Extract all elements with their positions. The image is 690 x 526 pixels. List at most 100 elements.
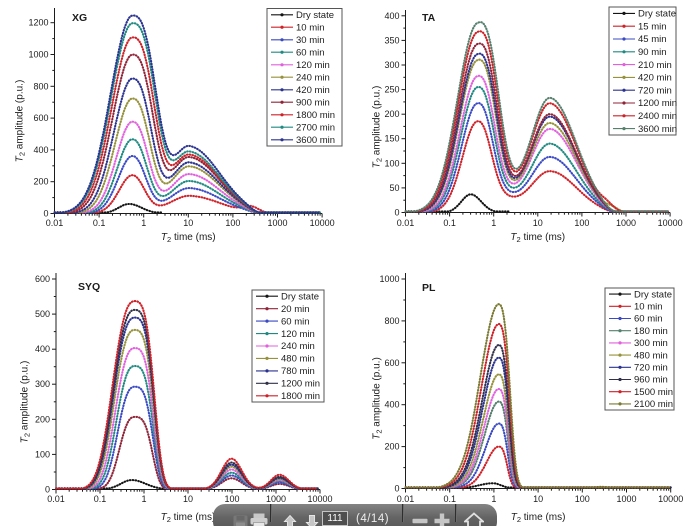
svg-text:1000: 1000 — [616, 218, 636, 228]
svg-text:T2 amplitude (p.u.): T2 amplitude (p.u.) — [372, 357, 384, 440]
svg-text:20 min: 20 min — [281, 304, 310, 315]
svg-text:1200 min: 1200 min — [281, 379, 320, 390]
svg-text:900 min: 900 min — [296, 98, 330, 109]
svg-text:350: 350 — [384, 35, 399, 45]
svg-text:1800 min: 1800 min — [296, 110, 335, 121]
svg-text:200: 200 — [33, 177, 48, 187]
svg-text:210 min: 210 min — [638, 60, 672, 71]
svg-text:960 min: 960 min — [634, 375, 668, 386]
svg-text:XG: XG — [72, 12, 87, 24]
svg-text:180 min: 180 min — [634, 326, 668, 337]
svg-text:10000: 10000 — [310, 218, 335, 228]
svg-text:800: 800 — [33, 81, 48, 91]
svg-text:PL: PL — [422, 282, 436, 294]
svg-text:Dry state: Dry state — [638, 9, 676, 20]
svg-text:T2 amplitude (p.u.): T2 amplitude (p.u.) — [372, 86, 384, 169]
svg-text:T2 time (ms): T2 time (ms) — [161, 512, 216, 524]
svg-text:1800 min: 1800 min — [281, 391, 320, 402]
svg-text:90 min: 90 min — [638, 47, 667, 58]
svg-text:400: 400 — [384, 400, 399, 410]
svg-text:1: 1 — [491, 218, 496, 228]
svg-text:1000: 1000 — [267, 218, 287, 228]
svg-text:420 min: 420 min — [638, 73, 672, 84]
svg-text:3600 min: 3600 min — [296, 135, 335, 146]
svg-text:1000: 1000 — [266, 494, 286, 504]
svg-text:10: 10 — [183, 218, 193, 228]
svg-text:480 min: 480 min — [634, 350, 668, 361]
svg-text:600: 600 — [33, 113, 48, 123]
svg-text:1200 min: 1200 min — [638, 98, 677, 109]
svg-text:0.01: 0.01 — [46, 218, 64, 228]
svg-text:SYQ: SYQ — [78, 281, 100, 293]
svg-text:720 min: 720 min — [638, 85, 672, 96]
svg-text:1000: 1000 — [28, 50, 48, 60]
svg-text:100: 100 — [35, 449, 50, 459]
svg-text:600: 600 — [35, 274, 50, 284]
svg-text:2700 min: 2700 min — [296, 122, 335, 133]
svg-text:10000: 10000 — [658, 218, 683, 228]
svg-text:Dry state: Dry state — [281, 291, 319, 302]
svg-text:0: 0 — [394, 484, 399, 494]
svg-text:T2 amplitude (p.u.): T2 amplitude (p.u.) — [20, 361, 32, 444]
svg-text:240 min: 240 min — [281, 341, 315, 352]
svg-text:1: 1 — [141, 218, 146, 228]
svg-text:480 min: 480 min — [281, 354, 315, 365]
svg-text:100: 100 — [384, 158, 399, 168]
svg-text:400: 400 — [35, 344, 50, 354]
svg-text:0.1: 0.1 — [443, 218, 456, 228]
svg-text:250: 250 — [384, 85, 399, 95]
svg-text:30 min: 30 min — [296, 35, 325, 46]
svg-text:T2 amplitude (p.u.): T2 amplitude (p.u.) — [15, 80, 27, 163]
svg-text:10: 10 — [533, 218, 543, 228]
svg-text:TA: TA — [422, 12, 436, 24]
svg-text:Dry state: Dry state — [296, 10, 334, 21]
svg-text:500: 500 — [35, 309, 50, 319]
svg-text:0.01: 0.01 — [397, 494, 415, 504]
svg-text:400: 400 — [384, 11, 399, 21]
svg-text:800: 800 — [384, 316, 399, 326]
svg-text:400: 400 — [33, 145, 48, 155]
svg-text:1000: 1000 — [616, 494, 636, 504]
svg-text:15 min: 15 min — [638, 21, 667, 32]
svg-text:420 min: 420 min — [296, 85, 330, 96]
svg-text:10: 10 — [533, 494, 543, 504]
svg-text:780 min: 780 min — [281, 366, 315, 377]
svg-text:10 min: 10 min — [634, 302, 663, 313]
svg-text:3600 min: 3600 min — [638, 124, 677, 135]
svg-text:1: 1 — [491, 494, 496, 504]
svg-text:100: 100 — [575, 494, 590, 504]
svg-text:T2 time (ms): T2 time (ms) — [161, 232, 216, 244]
svg-text:100: 100 — [224, 494, 239, 504]
svg-text:720 min: 720 min — [634, 363, 668, 374]
svg-text:1200: 1200 — [28, 18, 48, 28]
svg-text:1: 1 — [141, 494, 146, 504]
svg-text:0: 0 — [43, 209, 48, 219]
svg-text:0: 0 — [45, 485, 50, 495]
svg-text:T2 time (ms): T2 time (ms) — [511, 512, 566, 524]
svg-text:100: 100 — [574, 218, 589, 228]
svg-text:200: 200 — [35, 414, 50, 424]
svg-text:Dry state: Dry state — [634, 289, 672, 300]
svg-text:100: 100 — [225, 218, 240, 228]
svg-text:60 min: 60 min — [281, 316, 310, 327]
svg-text:2100 min: 2100 min — [634, 399, 673, 410]
svg-text:0.1: 0.1 — [93, 218, 106, 228]
svg-text:300 min: 300 min — [634, 338, 668, 349]
svg-text:0.1: 0.1 — [443, 494, 456, 504]
svg-text:50: 50 — [389, 183, 399, 193]
svg-text:200: 200 — [384, 109, 399, 119]
svg-text:10: 10 — [183, 494, 193, 504]
svg-text:150: 150 — [384, 134, 399, 144]
svg-text:T2 time (ms): T2 time (ms) — [510, 232, 565, 244]
svg-text:240 min: 240 min — [296, 73, 330, 84]
svg-text:1500 min: 1500 min — [634, 387, 673, 398]
svg-text:1000: 1000 — [379, 274, 399, 284]
svg-text:300: 300 — [35, 379, 50, 389]
svg-text:10 min: 10 min — [296, 22, 325, 33]
svg-text:600: 600 — [384, 358, 399, 368]
svg-text:300: 300 — [384, 60, 399, 70]
svg-text:60 min: 60 min — [296, 48, 325, 59]
svg-text:45 min: 45 min — [638, 34, 667, 45]
svg-text:0.1: 0.1 — [94, 494, 107, 504]
svg-text:2400 min: 2400 min — [638, 111, 677, 122]
